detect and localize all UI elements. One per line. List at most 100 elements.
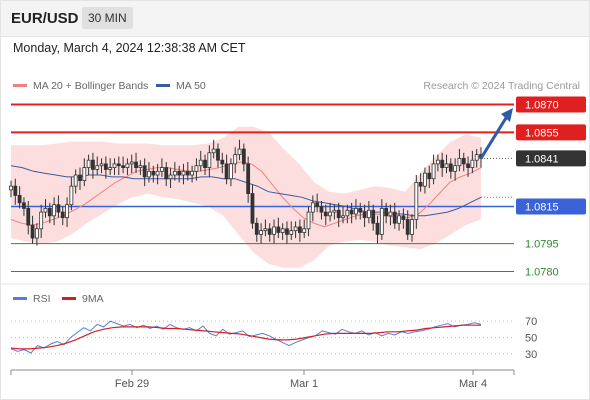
candle-down [401, 215, 406, 220]
candle-down [323, 211, 328, 217]
candle-down [203, 159, 207, 169]
candle-down [405, 219, 410, 235]
candle-down [177, 170, 182, 176]
candle-up [168, 174, 173, 180]
candle-up [259, 230, 263, 235]
candle-down [466, 163, 470, 169]
rsi-line [10, 320, 482, 354]
candle-up [453, 165, 458, 172]
candle-up [211, 148, 216, 154]
candle-down [371, 209, 376, 224]
candle-down [142, 165, 147, 178]
candle-up [289, 230, 294, 235]
candle-down [246, 163, 251, 194]
timeframe-button[interactable]: 30 MIN [82, 7, 133, 29]
candle-up [345, 209, 350, 217]
candle-down [17, 195, 22, 204]
forecast-arrow-head [501, 107, 513, 122]
candle-down [185, 170, 190, 176]
candle-down [241, 148, 246, 165]
candle-up [65, 204, 69, 219]
candle-up [293, 226, 298, 232]
candle-up [147, 170, 151, 178]
candle-up [190, 170, 195, 176]
candle-down [254, 222, 259, 235]
legend-ma9: 9MA [62, 293, 104, 305]
candle-up [108, 167, 113, 170]
candle-down [418, 182, 423, 187]
candle-up [82, 167, 87, 181]
candle-up [457, 157, 462, 167]
candle-down [56, 204, 61, 213]
candle-up [272, 226, 276, 235]
x-tick-label: Mar 4 [459, 378, 487, 390]
candle-up [354, 207, 358, 215]
candle-down [13, 185, 18, 196]
candle-down [78, 174, 82, 181]
ma9-line [10, 324, 481, 350]
candle-up [306, 211, 311, 230]
candle-up [233, 154, 238, 165]
ma20-legend-label: MA 20 + Bollinger Bands [33, 80, 149, 92]
candle-down [461, 157, 466, 165]
candle-down [448, 163, 453, 172]
candle-up [181, 170, 186, 176]
candle-down [116, 163, 121, 167]
last-price-tag [516, 150, 586, 167]
rsi-tick-70: 70 [525, 316, 537, 328]
candle-up [423, 172, 427, 187]
ma9-swatch [62, 296, 76, 300]
candle-up [280, 228, 285, 233]
candle-up [39, 211, 44, 230]
ma50-line [10, 165, 482, 217]
legend-ma50: MA 50 [156, 80, 206, 92]
candle-down [47, 207, 52, 217]
candle-up [99, 163, 104, 167]
candle-down [315, 202, 320, 207]
candle-up [95, 165, 100, 170]
candle-up [138, 165, 143, 168]
candle-up [366, 209, 371, 219]
candle-up [410, 219, 414, 235]
candle-down [220, 159, 225, 165]
x-tick-label: Mar 1 [290, 378, 318, 390]
candle-up [263, 228, 268, 232]
candle-down [285, 228, 289, 235]
candle-down [267, 228, 272, 235]
legend-ma20: MA 20 + Bollinger Bands [13, 80, 148, 92]
candle-down [362, 211, 367, 219]
candle-up [397, 215, 401, 224]
rsi-tick-30: 30 [525, 349, 537, 361]
candle-down [427, 172, 432, 180]
candle-up [125, 163, 130, 169]
candle-up [332, 209, 337, 213]
candle-up [237, 148, 242, 156]
resistance-label-1.0870: 1.0870 [525, 100, 559, 112]
rsi-legend-label: RSI [33, 293, 51, 305]
resistance-label-1.0855: 1.0855 [525, 127, 559, 139]
candle-up [414, 182, 419, 220]
candle-down [440, 159, 445, 169]
rsi-tick-50: 50 [525, 332, 537, 344]
candle-up [73, 174, 78, 187]
candle-up [52, 204, 57, 217]
candle-down [319, 206, 324, 213]
candle-up [470, 159, 475, 169]
candle-up [129, 161, 134, 165]
bollinger-band-area [11, 126, 481, 268]
candle-down [121, 165, 126, 168]
candle-down [151, 170, 156, 176]
candle-up [229, 163, 233, 180]
candle-up [34, 228, 39, 239]
resistance-tag-1.0855 [516, 124, 586, 141]
candle-down [384, 207, 389, 217]
candle-down [26, 207, 31, 226]
candle-up [160, 167, 164, 172]
candle-down [276, 226, 281, 233]
candle-up [86, 159, 91, 169]
candle-down [250, 193, 255, 224]
candle-down [297, 226, 302, 233]
candle-up [69, 185, 74, 206]
candle-down [30, 224, 35, 239]
